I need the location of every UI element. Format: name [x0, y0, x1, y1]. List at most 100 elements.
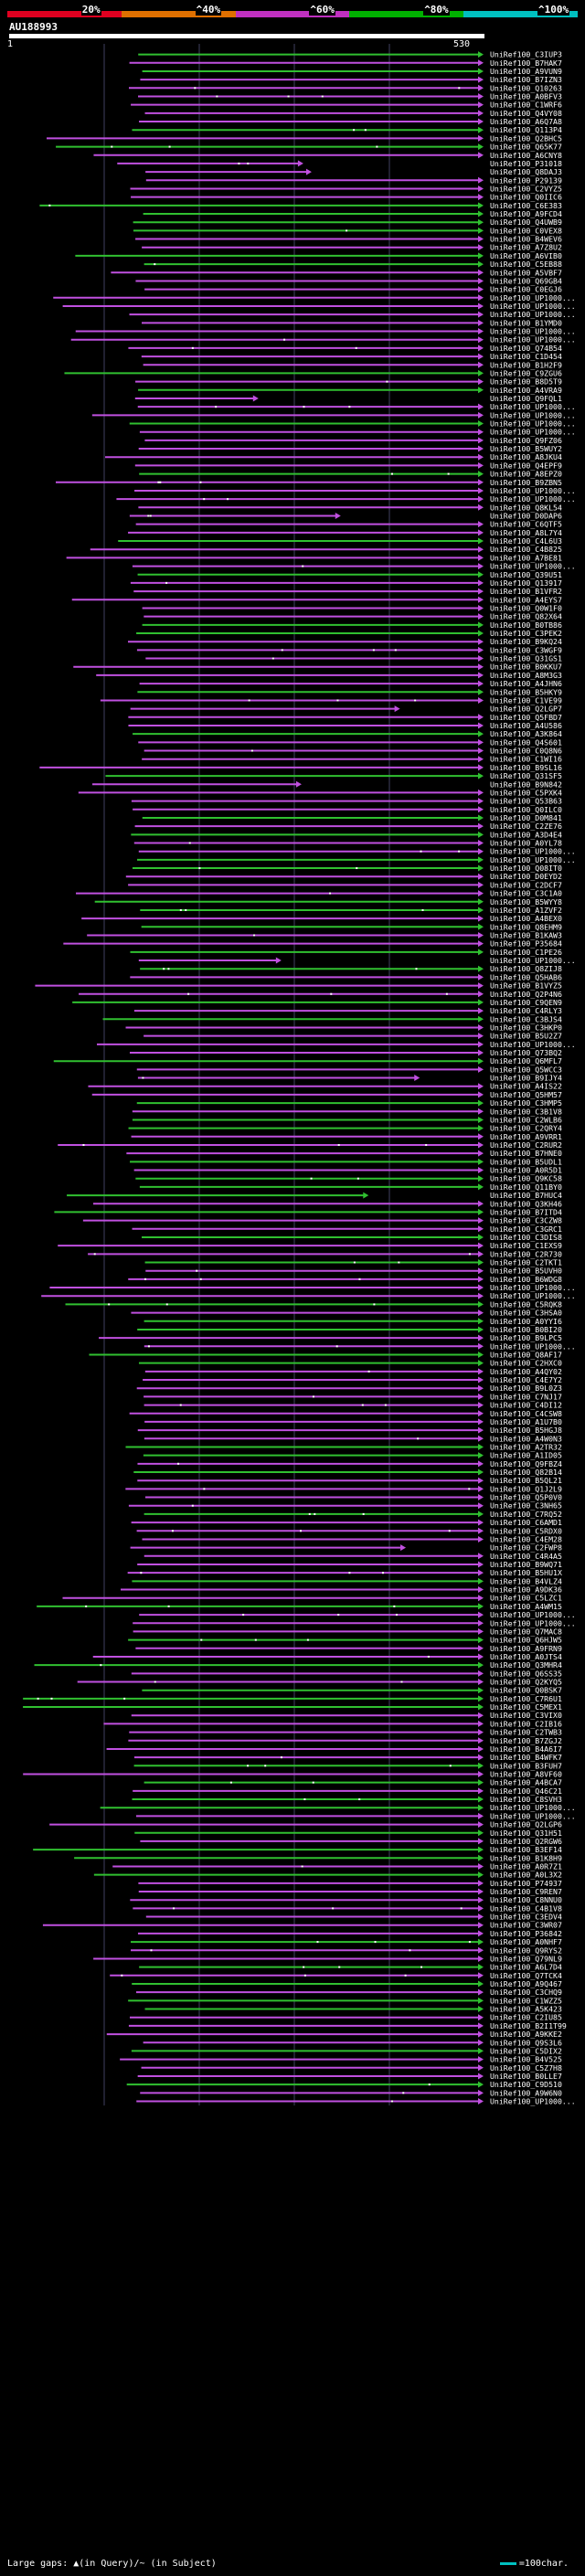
hit-label[interactable]: UniRef100_Q8AF17: [490, 1350, 562, 1359]
hit-label[interactable]: UniRef100_B9IJY4: [490, 1074, 562, 1083]
hit-label[interactable]: UniRef100_C9D510: [490, 2080, 562, 2089]
hit-label[interactable]: UniRef100_Q4EPF9: [490, 461, 562, 470]
hit-label[interactable]: UniRef100_UP1000...: [490, 847, 576, 856]
hit-label[interactable]: UniRef100_Q3KH46: [490, 1199, 562, 1208]
hit-label[interactable]: UniRef100_A4U586: [490, 721, 562, 730]
hit-label[interactable]: UniRef100_C3EDV4: [490, 1913, 562, 1922]
hit-label[interactable]: UniRef100_C0Q8N6: [490, 747, 562, 756]
hit-label[interactable]: UniRef100_C8NNU0: [490, 1895, 562, 1904]
hit-label[interactable]: UniRef100_C3B1V8: [490, 1107, 562, 1116]
hit-label[interactable]: UniRef100_C3WR07: [490, 1921, 562, 1930]
hit-label[interactable]: UniRef100_B5WYY8: [490, 897, 562, 906]
hit-label[interactable]: UniRef100_Q2BHC5: [490, 133, 562, 143]
hit-label[interactable]: UniRef100_A7BE81: [490, 553, 562, 562]
hit-label[interactable]: UniRef100_Q5WCC3: [490, 1065, 562, 1074]
hit-label[interactable]: UniRef100_B4A6I7: [490, 1744, 562, 1754]
hit-label[interactable]: UniRef100_UP1000...: [490, 293, 576, 302]
hit-label[interactable]: UniRef100_A3K864: [490, 729, 562, 738]
hit-label[interactable]: UniRef100_B5WUY2: [490, 444, 562, 453]
hit-label[interactable]: UniRef100_C1WZZ5: [490, 1996, 562, 2005]
hit-label[interactable]: UniRef100_Q39U51: [490, 570, 562, 579]
hit-label[interactable]: UniRef100_B3FUH7: [490, 1761, 562, 1770]
hit-label[interactable]: UniRef100_Q7TCK4: [490, 1971, 562, 1980]
hit-label[interactable]: UniRef100_C8SVH3: [490, 1795, 562, 1804]
hit-label[interactable]: UniRef100_C5MEX1: [490, 1702, 562, 1712]
hit-label[interactable]: UniRef100_C3CZW8: [490, 1216, 562, 1225]
hit-label[interactable]: UniRef100_A0YYI6: [490, 1317, 562, 1326]
hit-label[interactable]: UniRef100_P29139: [490, 175, 562, 185]
hit-label[interactable]: UniRef100_C2VYZ5: [490, 184, 562, 193]
hit-label[interactable]: UniRef100_UP1000...: [490, 562, 576, 571]
hit-label[interactable]: UniRef100_C4CSW8: [490, 1409, 562, 1418]
hit-label[interactable]: UniRef100_A5K423: [490, 2005, 562, 2014]
hit-label[interactable]: UniRef100_A0NHF7: [490, 1937, 562, 1946]
hit-label[interactable]: UniRef100_D0EYD2: [490, 872, 562, 881]
hit-label[interactable]: UniRef100_Q31H51: [490, 1829, 562, 1838]
hit-label[interactable]: UniRef100_A1ZVF2: [490, 906, 562, 915]
hit-label[interactable]: UniRef100_UP1000...: [490, 1803, 576, 1812]
hit-label[interactable]: UniRef100_C7RQ52: [490, 1510, 562, 1519]
hit-label[interactable]: UniRef100_B1VYZ5: [490, 981, 562, 991]
hit-label[interactable]: UniRef100_C2IU85: [490, 2013, 562, 2022]
hit-label[interactable]: UniRef100_B0BI20: [490, 1325, 562, 1334]
hit-label[interactable]: UniRef100_Q2KYQ5: [490, 1678, 562, 1687]
hit-label[interactable]: UniRef100_Q73BQ2: [490, 1048, 562, 1057]
hit-label[interactable]: UniRef100_Q3MHR4: [490, 1660, 562, 1670]
hit-label[interactable]: UniRef100_C1EXS9: [490, 1241, 562, 1250]
hit-label[interactable]: UniRef100_C4L6U3: [490, 536, 562, 546]
hit-label[interactable]: UniRef100_A9W6N0: [490, 2088, 562, 2097]
hit-label[interactable]: UniRef100_D0M841: [490, 813, 562, 822]
hit-label[interactable]: UniRef100_Q8EHM9: [490, 922, 562, 931]
hit-label[interactable]: UniRef100_B5U2Z7: [490, 1032, 562, 1041]
hit-label[interactable]: UniRef100_B9LPC5: [490, 1333, 562, 1342]
hit-label[interactable]: UniRef100_B5HKY9: [490, 687, 562, 696]
hit-label[interactable]: UniRef100_A9VRR1: [490, 1132, 562, 1141]
hit-label[interactable]: UniRef100_UP1000...: [490, 486, 576, 495]
hit-label[interactable]: UniRef100_B5QL21: [490, 1476, 562, 1485]
hit-label[interactable]: UniRef100_B7HNE0: [490, 1149, 562, 1158]
hit-label[interactable]: UniRef100_C1D454: [490, 352, 562, 361]
hit-label[interactable]: UniRef100_Q2LGP7: [490, 705, 562, 714]
hit-label[interactable]: UniRef100_B4VLZ4: [490, 1576, 562, 1585]
hit-label[interactable]: UniRef100_C1WI16: [490, 755, 562, 764]
hit-label[interactable]: UniRef100_Q2P4N6: [490, 990, 562, 999]
hit-label[interactable]: UniRef100_C2QRY4: [490, 1124, 562, 1133]
hit-label[interactable]: UniRef100_A9FRN9: [490, 1644, 562, 1653]
hit-label[interactable]: UniRef100_Q79NL9: [490, 1954, 562, 1963]
hit-label[interactable]: UniRef100_Q7MAC8: [490, 1627, 562, 1636]
hit-label[interactable]: UniRef100_C2RUR2: [490, 1140, 562, 1150]
hit-label[interactable]: UniRef100_B4V525: [490, 2055, 562, 2064]
hit-label[interactable]: UniRef100_B1K8H9: [490, 1853, 562, 1862]
hit-label[interactable]: UniRef100_C4RLY3: [490, 1006, 562, 1015]
hit-label[interactable]: UniRef100_UP1000...: [490, 1291, 576, 1300]
hit-label[interactable]: UniRef100_B1H2F9: [490, 360, 562, 369]
hit-label[interactable]: UniRef100_B9L0Z3: [490, 1383, 562, 1393]
hit-label[interactable]: UniRef100_UP1000...: [490, 428, 576, 437]
hit-label[interactable]: UniRef100_B9ZBN5: [490, 478, 562, 487]
hit-label[interactable]: UniRef100_C3HKP0: [490, 1023, 562, 1032]
hit-label[interactable]: UniRef100_A0JTS4: [490, 1652, 562, 1661]
hit-label[interactable]: UniRef100_C3HSA0: [490, 1309, 562, 1318]
hit-label[interactable]: UniRef100_A4QY02: [490, 1367, 562, 1376]
hit-label[interactable]: UniRef100_C3VIX0: [490, 1711, 562, 1720]
hit-label[interactable]: UniRef100_C3GRC1: [490, 1224, 562, 1234]
hit-label[interactable]: UniRef100_C2FWP8: [490, 1543, 562, 1553]
hit-label[interactable]: UniRef100_C4EM28: [490, 1534, 562, 1543]
hit-label[interactable]: UniRef100_A8L7Y4: [490, 528, 562, 537]
hit-label[interactable]: UniRef100_C9QEN9: [490, 998, 562, 1007]
hit-label[interactable]: UniRef100_A9VUN9: [490, 67, 562, 76]
hit-label[interactable]: UniRef100_C3IUP3: [490, 50, 562, 59]
hit-label[interactable]: UniRef100_UP1000...: [490, 410, 576, 419]
hit-label[interactable]: UniRef100_Q82X64: [490, 612, 562, 621]
hit-label[interactable]: UniRef100_A6CNY8: [490, 151, 562, 160]
hit-label[interactable]: UniRef100_Q11BY0: [490, 1182, 562, 1192]
hit-label[interactable]: UniRef100_A8JKU4: [490, 452, 562, 461]
hit-label[interactable]: UniRef100_C7R6U1: [490, 1694, 562, 1703]
hit-label[interactable]: UniRef100_B5UVH0: [490, 1267, 562, 1276]
hit-label[interactable]: UniRef100_Q9FZ06: [490, 436, 562, 445]
hit-label[interactable]: UniRef100_B9WQ71: [490, 1560, 562, 1569]
hit-label[interactable]: UniRef100_A4EYS7: [490, 595, 562, 604]
hit-label[interactable]: UniRef100_A4VRA9: [490, 386, 562, 395]
hit-label[interactable]: UniRef100_C2R730: [490, 1249, 562, 1258]
hit-label[interactable]: UniRef100_A9Q467: [490, 1979, 562, 1988]
